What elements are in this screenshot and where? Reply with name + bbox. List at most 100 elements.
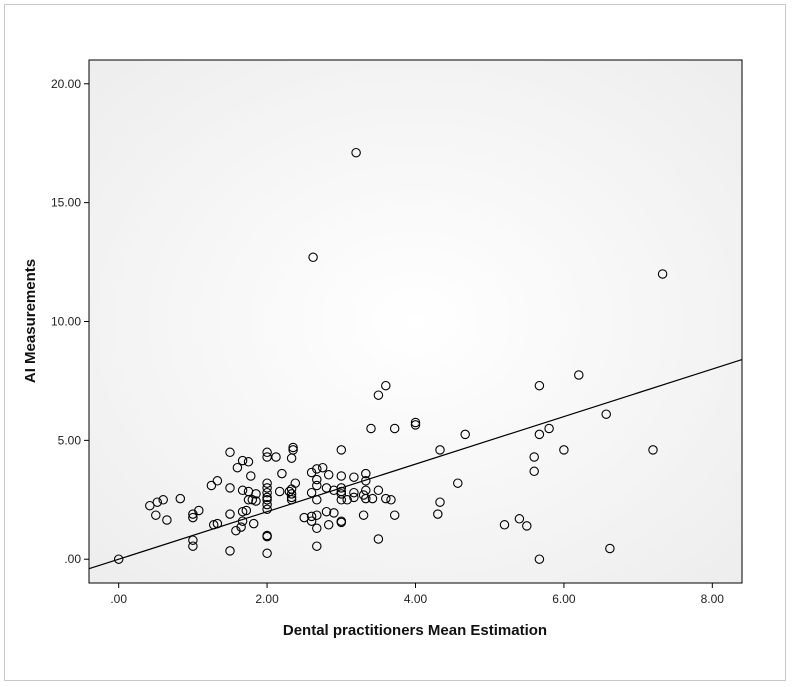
data-point xyxy=(262,504,272,515)
data-point xyxy=(194,505,204,516)
data-point xyxy=(212,476,223,486)
data-point xyxy=(336,516,347,526)
data-point xyxy=(288,445,298,455)
data-point xyxy=(162,515,172,525)
data-point xyxy=(188,535,198,545)
data-point xyxy=(251,496,261,506)
data-point xyxy=(323,520,334,530)
data-point xyxy=(206,480,217,491)
data-point xyxy=(151,510,161,520)
data-point xyxy=(605,543,615,554)
data-point xyxy=(225,483,235,493)
data-point xyxy=(312,510,322,520)
data-point xyxy=(373,485,384,496)
data-point xyxy=(534,380,545,391)
reference-line-y-equals-x xyxy=(88,358,743,570)
data-point xyxy=(559,445,569,455)
data-point xyxy=(433,509,443,519)
data-point xyxy=(246,471,256,481)
data-point xyxy=(534,429,545,440)
data-point xyxy=(237,516,248,526)
data-point xyxy=(342,495,352,505)
data-point xyxy=(225,447,235,458)
data-point xyxy=(361,485,371,496)
data-point xyxy=(288,442,298,453)
data-point xyxy=(306,516,317,526)
data-point xyxy=(389,423,400,434)
data-point xyxy=(336,483,347,493)
y-tick-label: 10.00 xyxy=(51,315,81,329)
data-point xyxy=(349,472,359,482)
data-point xyxy=(113,554,124,564)
data-point xyxy=(351,147,361,158)
data-point xyxy=(435,445,445,455)
data-point xyxy=(262,495,272,505)
data-point xyxy=(522,521,532,531)
data-point xyxy=(286,495,297,505)
data-point xyxy=(657,269,668,279)
chart-frame: .00 2.00 4.00 6.00 8.00 .00 5.00 10.00 15.00 20.… xyxy=(4,4,786,681)
data-point xyxy=(648,445,658,455)
data-point xyxy=(312,480,322,491)
data-point xyxy=(366,423,376,434)
data-point xyxy=(158,495,168,505)
data-point xyxy=(290,478,301,488)
data-point xyxy=(152,497,163,507)
data-point xyxy=(188,512,198,523)
data-point xyxy=(544,423,554,434)
data-point xyxy=(299,512,309,523)
y-tick-label: 5.00 xyxy=(58,433,82,447)
data-point xyxy=(306,487,317,498)
data-point xyxy=(389,510,400,520)
y-tick-label: .00 xyxy=(64,552,81,566)
data-point xyxy=(534,554,545,564)
data-point xyxy=(349,492,359,503)
data-point xyxy=(336,486,347,497)
data-point xyxy=(358,510,369,520)
data-point xyxy=(349,487,359,498)
data-point xyxy=(312,541,322,551)
plot-area xyxy=(88,59,743,584)
data-point xyxy=(286,489,297,499)
data-point xyxy=(251,489,261,499)
scatter-chart: .00 2.00 4.00 6.00 8.00 .00 5.00 10.00 15.00 20.… xyxy=(22,59,743,639)
data-point xyxy=(262,548,272,559)
data-point xyxy=(367,493,378,504)
data-point xyxy=(386,495,396,505)
data-point xyxy=(225,509,235,519)
data-point xyxy=(262,478,272,488)
data-point xyxy=(381,493,391,504)
data-point xyxy=(410,420,421,430)
data-point xyxy=(336,471,347,481)
y-tick-label: 15.00 xyxy=(51,196,81,210)
data-point xyxy=(262,447,272,458)
data-point xyxy=(262,487,272,498)
y-axis-title: AI Measurements xyxy=(22,259,39,383)
data-point xyxy=(499,520,510,530)
data-point xyxy=(248,518,259,529)
data-point xyxy=(274,486,285,497)
y-tick-label: 20.00 xyxy=(51,77,81,91)
data-point xyxy=(208,520,219,530)
data-point xyxy=(529,452,539,462)
data-point xyxy=(237,506,248,517)
data-point xyxy=(175,493,186,504)
x-tick-label: 6.00 xyxy=(552,592,576,606)
data-points xyxy=(113,147,668,564)
data-point xyxy=(336,445,347,455)
data-point xyxy=(308,252,318,263)
data-point xyxy=(225,546,235,556)
data-point xyxy=(312,464,322,474)
data-point xyxy=(262,492,272,503)
data-point xyxy=(277,468,287,479)
x-tick-label: .00 xyxy=(110,592,127,606)
data-point xyxy=(237,485,248,496)
data-point xyxy=(145,500,155,511)
x-axis-title: Dental practitioners Mean Estimation xyxy=(283,622,547,639)
data-point xyxy=(312,495,322,505)
data-point xyxy=(460,429,470,440)
x-tick-label: 4.00 xyxy=(404,592,428,606)
x-tick-label: 8.00 xyxy=(701,592,725,606)
data-point xyxy=(323,470,334,480)
data-point xyxy=(336,489,347,499)
